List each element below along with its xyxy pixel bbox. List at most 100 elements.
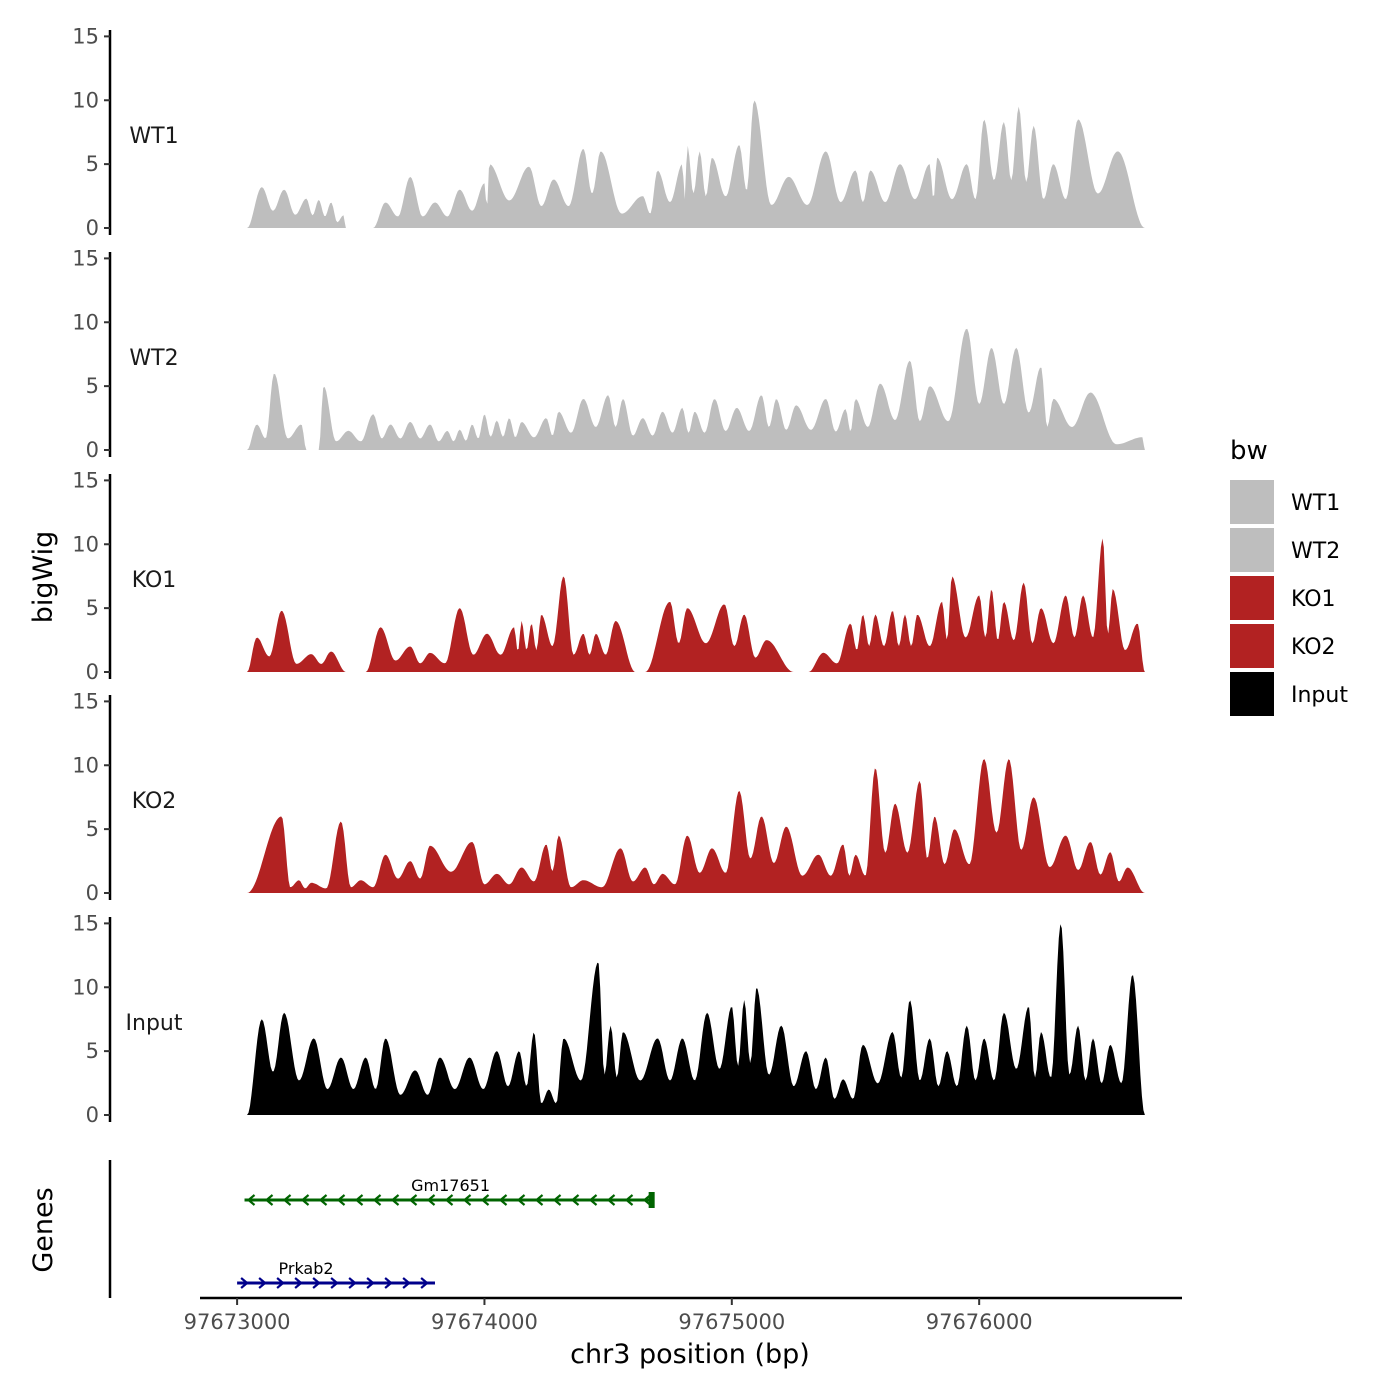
y-tick-label: 10 [72,532,99,556]
strand-arrow [390,1194,400,1206]
legend-label: WT2 [1291,539,1340,564]
y-tick-label: 15 [72,246,99,270]
legend-entry-ko1: KO1 [1230,576,1336,620]
legend-entry-wt1: WT1 [1230,480,1340,524]
legend-label: WT1 [1291,491,1340,516]
gene-label: Gm17651 [411,1176,490,1195]
signal-area [365,576,636,672]
y-tick-label: 5 [86,596,99,620]
strand-arrow [348,1277,357,1289]
x-axis: 97673000 97674000 97675000 97676000 [184,1296,1182,1334]
track-label: KO1 [132,568,177,593]
track-label: WT1 [129,124,178,149]
signal-area [373,100,1145,228]
strand-arrow [294,1277,303,1289]
strand-arrow [312,1277,321,1289]
y-tick-label: 5 [86,152,99,176]
strand-arrow [264,1194,274,1206]
y-tick-label: 10 [72,753,99,777]
track-label: KO2 [132,789,177,814]
genes-layer: Gm17651 Prkab2 [108,1160,655,1298]
signal-area [808,538,1145,672]
track-ko2: 0 5 10 15 KO2 [72,689,1145,905]
strand-arrow [498,1194,508,1206]
strand-arrow [354,1194,364,1206]
strand-arrow [420,1277,429,1289]
x-axis-title: chr3 position (bp) [570,1339,810,1370]
y-tick-label: 0 [86,660,99,684]
legend-entry-wt2: WT2 [1230,528,1340,572]
strand-arrow [366,1277,375,1289]
gene-prkab2: Prkab2 [237,1259,435,1289]
y-tick-label: 5 [86,817,99,841]
signal-area [247,373,307,450]
track-label: WT2 [129,346,178,371]
strand-arrow [258,1277,267,1289]
y-tick-label: 10 [72,310,99,334]
legend-entry-input: Input [1230,672,1348,716]
strand-arrow [384,1277,393,1289]
strand-arrow [336,1194,346,1206]
signal-area [247,187,346,228]
track-ko1: 0 5 10 15 KO1 [72,468,1145,684]
legend-swatch [1230,576,1274,620]
strand-arrow [408,1194,418,1206]
y-tick-label: 15 [72,911,99,935]
legend-label: Input [1291,683,1348,708]
gene-gm17651: Gm17651 [244,1176,655,1208]
strand-arrow [462,1194,472,1206]
legend-swatch [1230,624,1274,668]
y-tick-label: 0 [86,1103,99,1127]
strand-arrow [240,1277,249,1289]
signal-area [247,759,1145,893]
signal-area [247,610,346,672]
gene-end-block [648,1192,655,1208]
strand-arrow [282,1194,292,1206]
track-wt1: 0 5 10 15 WT1 [72,24,1145,240]
y-axis-title: bigWig [28,531,59,624]
strand-arrow [330,1277,339,1289]
y-tick-label: 10 [72,975,99,999]
legend-swatch [1230,528,1274,572]
y-tick-label: 0 [86,881,99,905]
track-label: Input [126,1011,183,1036]
x-tick-label: 97676000 [926,1310,1033,1334]
strand-arrow [276,1277,285,1289]
x-tick-label: 97675000 [678,1310,785,1334]
tracks-layer: 0 5 10 15 WT1 0 5 10 15 WT2 0 5 10 15 KO1 0 5 10 15 KO2 0 5 10… [72,24,1145,1127]
signal-area [645,602,794,672]
legend-entry-ko2: KO2 [1230,624,1336,668]
strand-arrow [534,1194,544,1206]
strand-arrow [246,1194,256,1206]
strand-arrow [318,1194,328,1206]
strand-arrow [642,1194,652,1206]
y-tick-label: 15 [72,24,99,48]
y-tick-label: 0 [86,216,99,240]
strand-arrow [372,1194,382,1206]
strand-arrow [444,1194,454,1206]
y-tick-label: 15 [72,689,99,713]
strand-arrow [624,1194,634,1206]
legend-swatch [1230,672,1274,716]
strand-arrow [570,1194,580,1206]
genes-axis-title: Genes [28,1187,59,1272]
track-input: 0 5 10 15 Input [72,911,1145,1127]
y-tick-label: 10 [72,88,99,112]
legend-label: KO1 [1291,587,1336,612]
strand-arrow [402,1277,411,1289]
legend-swatch [1230,480,1274,524]
strand-arrow [552,1194,562,1206]
signal-area [318,328,1145,450]
x-tick-label: 97673000 [184,1310,291,1334]
strand-arrow [480,1194,490,1206]
y-tick-label: 0 [86,438,99,462]
strand-arrow [588,1194,598,1206]
signal-area [247,924,1145,1115]
strand-arrow [516,1194,526,1206]
strand-arrow [426,1194,436,1206]
y-tick-label: 5 [86,1039,99,1063]
legend-label: KO2 [1291,635,1336,660]
y-tick-label: 15 [72,468,99,492]
x-tick-label: 97674000 [431,1310,538,1334]
